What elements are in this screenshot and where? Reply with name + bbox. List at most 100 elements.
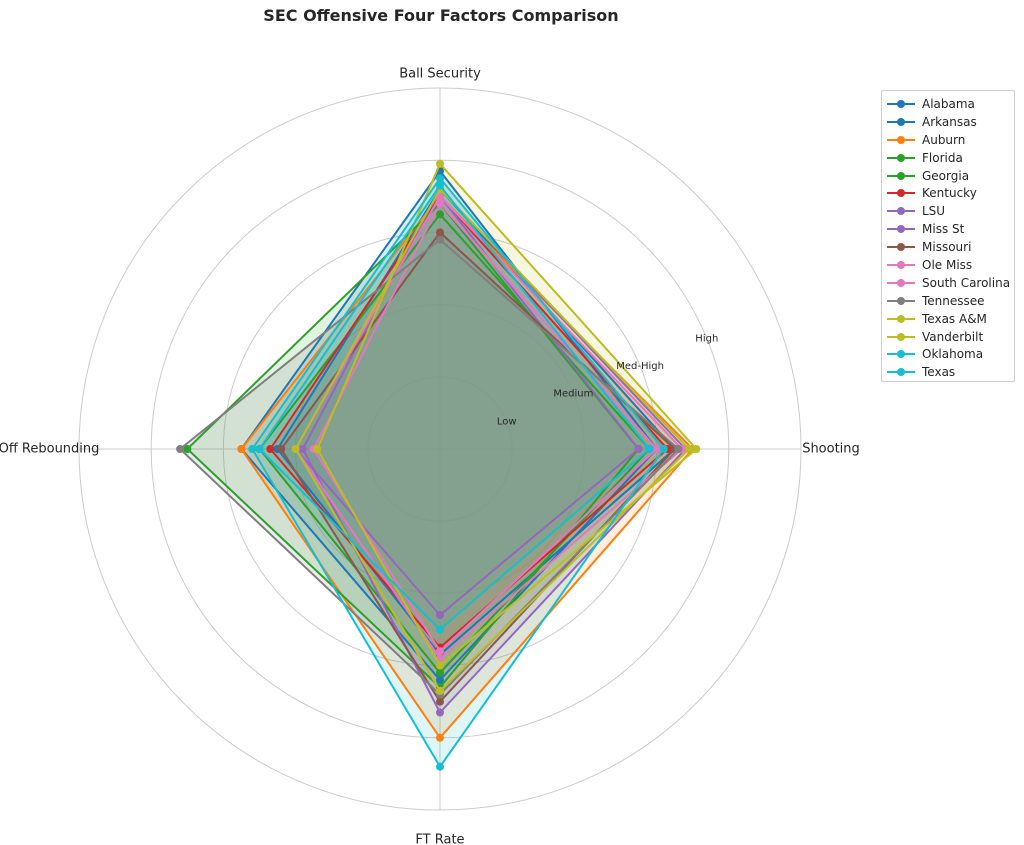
legend-label-15: Oklahoma [922, 347, 984, 362]
legend-swatch-6 [887, 189, 915, 198]
data-point-6-4 [266, 445, 275, 453]
legend-swatch-13 [887, 314, 915, 323]
ring-labels: Low Medium Med-High High [497, 334, 718, 428]
legend-label-7: LSU [922, 204, 946, 219]
legend-label-9: Missouri [922, 240, 972, 255]
legend-swatch-4 [887, 153, 915, 162]
legend-swatch-15 [887, 350, 915, 359]
legend-swatch-10 [887, 261, 915, 270]
axis-label-4: Off Rebounding [0, 442, 99, 457]
legend-swatch-5 [887, 171, 915, 180]
ring-label-2: Medium [553, 389, 593, 400]
legend-swatch-marker-5 [897, 171, 905, 180]
legend-item-6: Kentucky [882, 184, 1014, 202]
legend-swatch-marker-1 [897, 100, 905, 108]
ring-label-3: Med-High [616, 361, 664, 372]
data-point-10-3 [436, 647, 444, 656]
legend-swatch-marker-16 [897, 368, 905, 377]
legend-item-11: South Carolina [882, 274, 1014, 292]
legend-item-2: Arkansas [882, 113, 1014, 131]
data-point-15-4 [255, 445, 264, 453]
legend-swatch-marker-9 [897, 243, 905, 252]
legend-label-3: Auburn [922, 132, 966, 147]
legend-item-13: Texas A&M [882, 310, 1014, 328]
series-fill-3 [241, 196, 693, 738]
legend-item-3: Auburn [882, 131, 1014, 149]
series-lines [176, 159, 701, 771]
series-fill-14 [295, 189, 690, 691]
data-point-9-4 [277, 445, 286, 453]
data-point-8-2 [634, 445, 643, 453]
axis-label-3: FT Rate [415, 833, 464, 845]
data-point-3-3 [436, 733, 444, 742]
legend-label-2: Arkansas [922, 114, 977, 129]
data-point-13-3 [436, 661, 444, 670]
data-point-14-2 [685, 445, 694, 453]
legend-swatch-marker-13 [897, 314, 905, 323]
legend-item-12: Tennessee [882, 292, 1014, 310]
data-point-12-1 [436, 235, 444, 244]
legend-item-4: Florida [882, 149, 1014, 167]
legend-swatch-marker-14 [897, 332, 905, 341]
data-point-2-3 [436, 676, 444, 684]
legend-swatch-marker-4 [897, 153, 905, 162]
data-point-3-4 [237, 445, 246, 453]
series-fill-13 [317, 163, 697, 666]
legend-swatch-marker-3 [897, 135, 905, 144]
data-point-13-1 [436, 159, 444, 168]
data-point-12-4 [176, 445, 185, 453]
legend-swatch-3 [887, 135, 915, 144]
legend-swatch-marker-11 [897, 278, 905, 287]
legend-label-4: Florida [922, 150, 963, 165]
data-point-12-2 [674, 445, 683, 453]
axis-label-2: Shooting [802, 442, 860, 457]
legend-label-16: Texas [922, 365, 956, 380]
legend-swatch-marker-6 [897, 189, 905, 198]
data-point-9-1 [436, 228, 444, 237]
legend-item-7: LSU [882, 202, 1014, 220]
ring-label-4: High [695, 334, 718, 345]
data-point-15-1 [436, 181, 444, 190]
data-point-15-2 [645, 445, 654, 453]
legend-item-10: Ole Miss [882, 256, 1014, 274]
axis-labels: Ball Security Shooting FT Rate Off Reboundi… [0, 67, 860, 845]
series-fill-11 [295, 196, 682, 659]
legend-swatch-9 [887, 243, 915, 252]
legend-swatch-marker-2 [897, 117, 905, 126]
series-fill-10 [313, 203, 657, 652]
chart-title: SEC Offensive Four Factors Comparison [263, 6, 619, 25]
data-point-13-2 [692, 445, 701, 453]
data-point-16-3 [436, 762, 444, 771]
legend-swatch-8 [887, 225, 915, 234]
legend-item-8: Miss St [882, 220, 1014, 238]
data-point-4-4 [183, 445, 192, 453]
legend-swatch-11 [887, 278, 915, 287]
legend-swatch-7 [887, 207, 915, 216]
data-point-8-3 [436, 611, 444, 620]
data-point-7-3 [436, 708, 444, 717]
data-point-9-3 [436, 697, 444, 706]
legend-swatch-marker-7 [897, 207, 905, 216]
series-fill-4 [187, 203, 639, 688]
legend-swatch-marker-12 [897, 296, 905, 305]
legend-swatch-12 [887, 296, 915, 305]
ring-label-1: Low [497, 416, 517, 427]
data-point-16-1 [436, 174, 444, 183]
series-fill-12 [180, 239, 679, 695]
legend-swatch-16 [887, 368, 915, 377]
legend-swatch-marker-8 [897, 225, 905, 234]
data-point-14-4 [291, 445, 300, 453]
legend-label-8: Miss St [922, 222, 965, 237]
legend-swatch-2 [887, 117, 915, 126]
legend-label-6: Kentucky [922, 186, 977, 201]
legend-item-14: Vanderbilt [882, 328, 1014, 346]
legend-label-10: Ole Miss [922, 258, 973, 273]
data-point-13-4 [313, 445, 322, 453]
legend-swatch-marker-15 [897, 350, 905, 359]
data-point-14-3 [436, 686, 444, 695]
legend-swatch-1 [887, 100, 915, 108]
legend-item-9: Missouri [882, 238, 1014, 256]
legend-swatch-marker-10 [897, 261, 905, 270]
data-point-15-3 [436, 625, 444, 634]
